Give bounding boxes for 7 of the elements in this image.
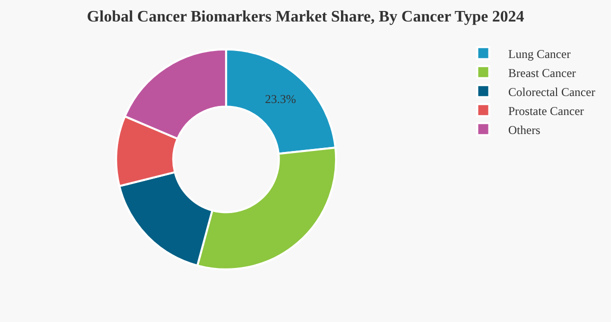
legend-label: Colorectal Cancer bbox=[508, 84, 596, 99]
legend-label: Prostate Cancer bbox=[508, 104, 584, 118]
legend-label: Breast Cancer bbox=[508, 66, 576, 80]
chart-title: Global Cancer Biomarkers Market Share, By Cancer Type 2024 bbox=[86, 8, 524, 26]
legend-label: Lung Cancer bbox=[508, 46, 571, 61]
data-label: 23.3% bbox=[264, 92, 296, 106]
legend-label: Others bbox=[508, 122, 541, 137]
